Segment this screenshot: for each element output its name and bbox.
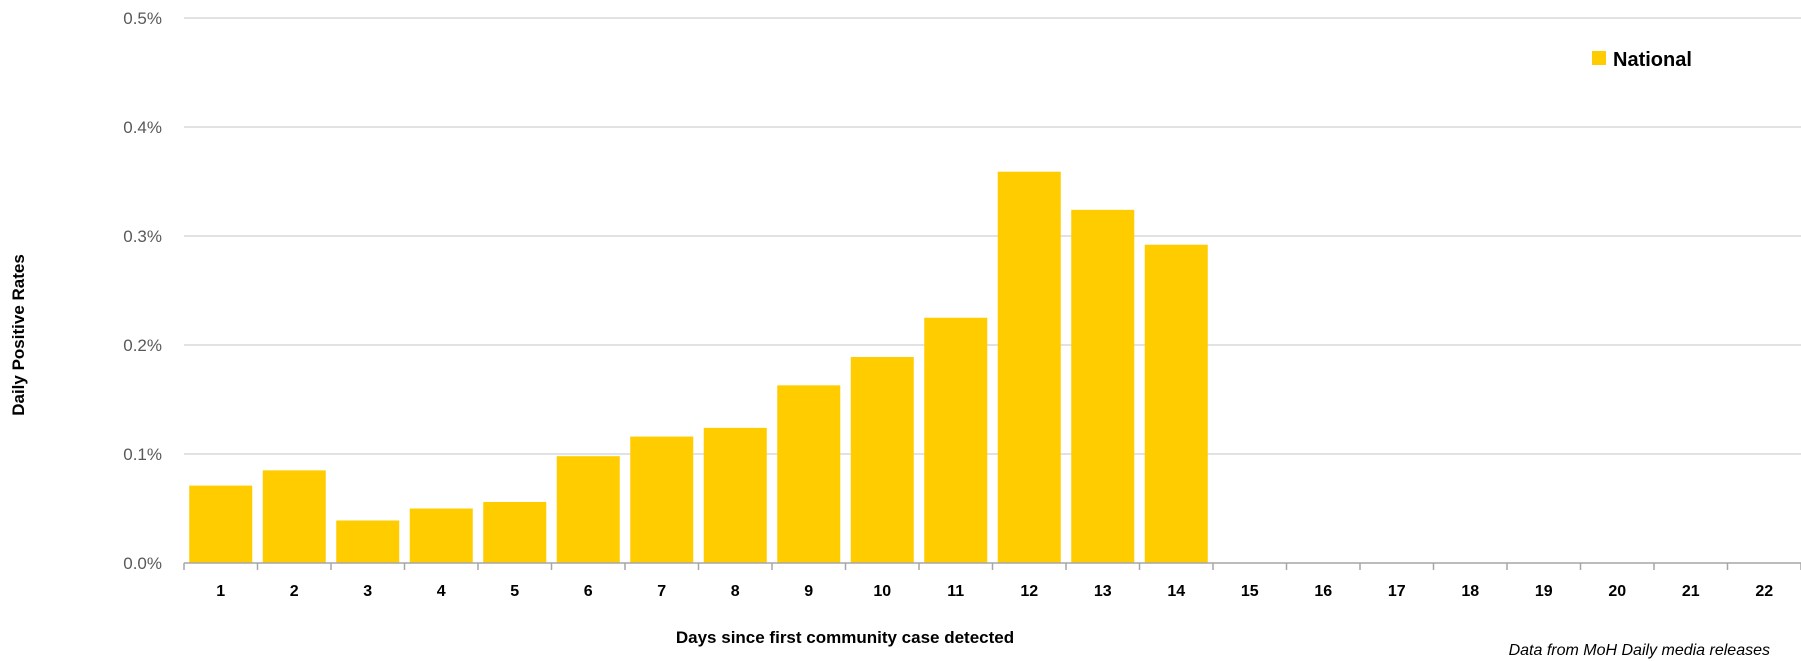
legend: National (1592, 49, 1692, 71)
gridlines (184, 17, 1801, 455)
x-axis-label: Days since first community case detected (676, 628, 1014, 647)
x-tick-label: 6 (584, 583, 593, 600)
y-axis-ticks: 0.0% 0.1% 0.2% 0.3% 0.4% 0.5% (123, 9, 162, 573)
x-tick-label: 7 (657, 583, 666, 600)
bar-3 (336, 520, 400, 563)
y-tick-label: 0.1% (123, 445, 162, 464)
bar-6 (556, 456, 620, 563)
source-note: Data from MoH Daily media releases (1509, 642, 1770, 659)
x-tick-label: 8 (731, 583, 740, 600)
x-tick-label: 14 (1167, 583, 1185, 600)
x-tick-label: 17 (1388, 583, 1406, 600)
x-tick-label: 16 (1314, 583, 1332, 600)
y-tick-label: 0.2% (123, 336, 162, 355)
bar-4 (409, 508, 473, 563)
bars (189, 171, 1208, 563)
legend-swatch-national (1592, 51, 1606, 65)
x-tick-label: 19 (1535, 583, 1553, 600)
x-tick-label: 2 (290, 583, 299, 600)
x-tick-label: 13 (1094, 583, 1112, 600)
y-tick-label: 0.4% (123, 118, 162, 137)
bar-14 (1144, 244, 1208, 563)
x-tick-label: 18 (1461, 583, 1479, 600)
y-tick-label: 0.0% (123, 554, 162, 573)
x-tick-label: 10 (873, 583, 891, 600)
x-tick-label: 5 (510, 583, 519, 600)
x-axis (183, 562, 1801, 570)
x-tick-label: 15 (1241, 583, 1259, 600)
bar-13 (1071, 209, 1135, 563)
legend-label-national: National (1613, 49, 1692, 71)
x-tick-label: 21 (1682, 583, 1700, 600)
x-axis-ticks: 1 2 3 4 5 6 7 8 9 10 11 12 13 14 15 16 17 18 19 20 21 22 (216, 583, 1773, 600)
x-tick-label: 9 (804, 583, 813, 600)
x-tick-label: 3 (363, 583, 372, 600)
x-tick-label: 11 (947, 583, 964, 600)
bar-11 (924, 317, 988, 563)
x-tick-label: 20 (1608, 583, 1626, 600)
bar-5 (483, 501, 547, 563)
bar-8 (703, 427, 767, 563)
x-tick-label: 12 (1020, 583, 1038, 600)
y-axis-label: Daily Positive Rates (9, 254, 28, 416)
bar-12 (997, 171, 1061, 563)
y-tick-label: 0.3% (123, 227, 162, 246)
bar-7 (630, 436, 694, 563)
bar-1 (189, 485, 253, 563)
x-tick-label: 22 (1755, 583, 1773, 600)
y-tick-label: 0.5% (123, 9, 162, 28)
x-tick-label: 1 (216, 583, 225, 600)
bar-10 (850, 356, 914, 563)
bar-2 (262, 470, 326, 563)
bar-9 (777, 385, 841, 563)
x-tick-label: 4 (437, 583, 446, 600)
